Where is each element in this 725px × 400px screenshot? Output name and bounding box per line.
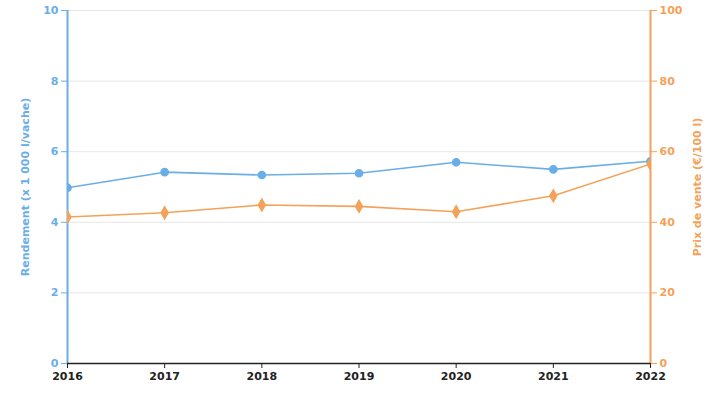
svg-text:100: 100	[660, 4, 683, 17]
svg-text:2016: 2016	[52, 370, 83, 383]
svg-text:0: 0	[51, 357, 59, 370]
svg-text:2022: 2022	[635, 370, 666, 383]
svg-text:2018: 2018	[247, 370, 278, 383]
svg-text:10: 10	[43, 4, 59, 17]
svg-text:2021: 2021	[538, 370, 569, 383]
svg-text:60: 60	[660, 145, 676, 158]
svg-text:40: 40	[660, 216, 676, 229]
svg-text:4: 4	[51, 216, 59, 229]
svg-text:2019: 2019	[344, 370, 375, 383]
svg-text:Rendement (x 1 000 l/vache): Rendement (x 1 000 l/vache)	[19, 98, 32, 276]
svg-text:80: 80	[660, 75, 676, 88]
svg-text:8: 8	[51, 75, 59, 88]
svg-text:2: 2	[51, 286, 59, 299]
svg-text:6: 6	[51, 145, 59, 158]
svg-text:0: 0	[660, 357, 668, 370]
svg-text:Prix de vente (€/100 l): Prix de vente (€/100 l)	[691, 118, 704, 257]
svg-text:2020: 2020	[441, 370, 472, 383]
svg-text:2017: 2017	[149, 370, 180, 383]
svg-text:20: 20	[660, 286, 676, 299]
